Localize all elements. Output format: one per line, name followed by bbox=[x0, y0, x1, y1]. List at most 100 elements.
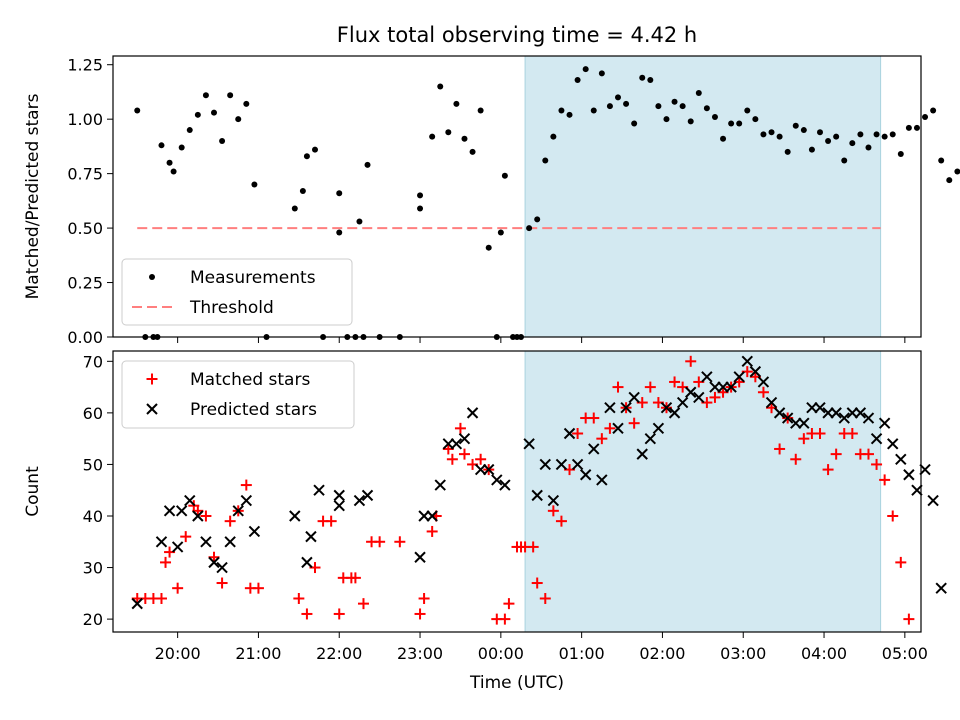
x-stroke-b bbox=[563, 427, 576, 440]
x-stroke-b bbox=[333, 489, 345, 502]
x-stroke-b bbox=[333, 499, 345, 512]
y-axis-label: Matched/Predicted stars bbox=[23, 93, 43, 299]
x-stroke-b bbox=[701, 371, 713, 383]
x-tick-label: 00:00 bbox=[478, 644, 524, 663]
measurement-point bbox=[429, 133, 436, 140]
predicted-star-point bbox=[741, 355, 753, 368]
matched-star-point bbox=[172, 582, 184, 594]
measurement-point bbox=[299, 188, 306, 195]
predicted-star-point bbox=[361, 489, 374, 502]
matched-star-point bbox=[903, 613, 915, 625]
matched-star-point bbox=[200, 510, 212, 522]
measurement-point bbox=[760, 131, 767, 138]
measurement-point bbox=[930, 107, 937, 114]
measurement-point bbox=[235, 116, 242, 123]
predicted-star-point bbox=[644, 432, 657, 445]
x-tick-label: 03:00 bbox=[720, 644, 766, 663]
matched-star-point bbox=[475, 453, 487, 465]
predicted-star-point bbox=[749, 365, 762, 378]
matched-star-point bbox=[822, 464, 834, 476]
measurement-point bbox=[453, 100, 460, 107]
predicted-star-point bbox=[163, 505, 176, 517]
measurement-point bbox=[469, 148, 476, 155]
predicted-star-point bbox=[466, 407, 479, 419]
predicted-star-point bbox=[499, 479, 511, 491]
measurement-point bbox=[227, 92, 234, 99]
measurement-point bbox=[251, 181, 258, 188]
predicted-star-point bbox=[814, 402, 826, 414]
matched-star-point bbox=[798, 433, 810, 445]
legend-label-predicted: Predicted stars bbox=[190, 400, 317, 420]
matched-star-point bbox=[454, 422, 466, 434]
predicted-star-point bbox=[171, 541, 184, 553]
predicted-star-point bbox=[927, 494, 939, 507]
x-stroke-b bbox=[240, 494, 253, 507]
predicted-star-point bbox=[208, 556, 220, 569]
measurement-point bbox=[243, 100, 250, 107]
legend-marker-predicted bbox=[146, 403, 158, 415]
x-stroke-b bbox=[765, 396, 778, 409]
top-legend: Measurements Threshold bbox=[121, 258, 353, 326]
measurement-point bbox=[695, 90, 702, 97]
x-axis-label: Time (UTC) bbox=[469, 673, 564, 693]
x-stroke-b bbox=[131, 597, 143, 610]
matched-star-point bbox=[252, 582, 264, 594]
x-stroke-b bbox=[571, 458, 584, 471]
x-stroke-b bbox=[620, 402, 632, 414]
x-stroke-b bbox=[903, 469, 915, 481]
x-tick-label: 20:00 bbox=[155, 644, 201, 663]
y-tick-label: 20 bbox=[83, 610, 103, 629]
measurement-point bbox=[166, 159, 173, 166]
matched-star-point bbox=[527, 541, 539, 553]
measurement-point bbox=[134, 107, 141, 114]
predicted-star-point bbox=[919, 463, 931, 476]
matched-star-point bbox=[357, 598, 369, 610]
matched-star-point bbox=[871, 458, 883, 470]
predicted-star-point bbox=[652, 422, 665, 435]
matched-star-point bbox=[685, 355, 697, 367]
predicted-star-point bbox=[798, 417, 810, 429]
measurement-point bbox=[776, 133, 783, 140]
matched-star-point bbox=[588, 412, 600, 424]
measurement-point bbox=[639, 74, 646, 81]
measurement-point bbox=[679, 103, 686, 110]
y-tick-label: 0.00 bbox=[67, 328, 103, 347]
shaded-region bbox=[524, 350, 882, 633]
x-stroke-b bbox=[232, 505, 244, 517]
measurement-point bbox=[647, 76, 654, 83]
measurement-point bbox=[566, 111, 573, 118]
x-stroke-b bbox=[781, 412, 794, 424]
y-tick-label: 70 bbox=[83, 352, 103, 371]
y-tick-label: 0.75 bbox=[67, 165, 103, 184]
predicted-star-point bbox=[676, 396, 689, 409]
measurement-point bbox=[905, 124, 912, 131]
predicted-star-point bbox=[612, 422, 624, 435]
measurement-point bbox=[461, 135, 468, 142]
predicted-star-point bbox=[571, 458, 584, 471]
matched-star-point bbox=[644, 381, 656, 393]
matched-star-point bbox=[503, 598, 515, 610]
x-tick-label: 02:00 bbox=[639, 644, 685, 663]
x-stroke-b bbox=[216, 561, 228, 574]
predicted-star-point bbox=[604, 402, 616, 414]
matched-star-point bbox=[879, 474, 891, 486]
matched-star-point bbox=[862, 448, 874, 460]
x-stroke-b bbox=[919, 463, 931, 476]
predicted-star-point bbox=[854, 407, 867, 419]
x-stroke-b bbox=[192, 510, 204, 522]
predicted-star-point bbox=[628, 391, 640, 404]
measurement-point bbox=[291, 205, 298, 212]
measurement-point bbox=[485, 244, 492, 251]
measurement-point bbox=[857, 131, 864, 138]
predicted-star-point bbox=[620, 402, 632, 414]
matched-star-point bbox=[539, 592, 551, 604]
x-stroke-b bbox=[798, 417, 810, 429]
predicted-star-point bbox=[636, 448, 648, 460]
measurement-point bbox=[728, 120, 735, 127]
predicted-star-point bbox=[895, 453, 907, 465]
matched-star-point bbox=[333, 608, 345, 620]
matched-star-point bbox=[446, 453, 458, 465]
x-stroke-b bbox=[184, 494, 196, 507]
measurement-point bbox=[873, 131, 880, 138]
predicted-star-point bbox=[588, 443, 600, 455]
